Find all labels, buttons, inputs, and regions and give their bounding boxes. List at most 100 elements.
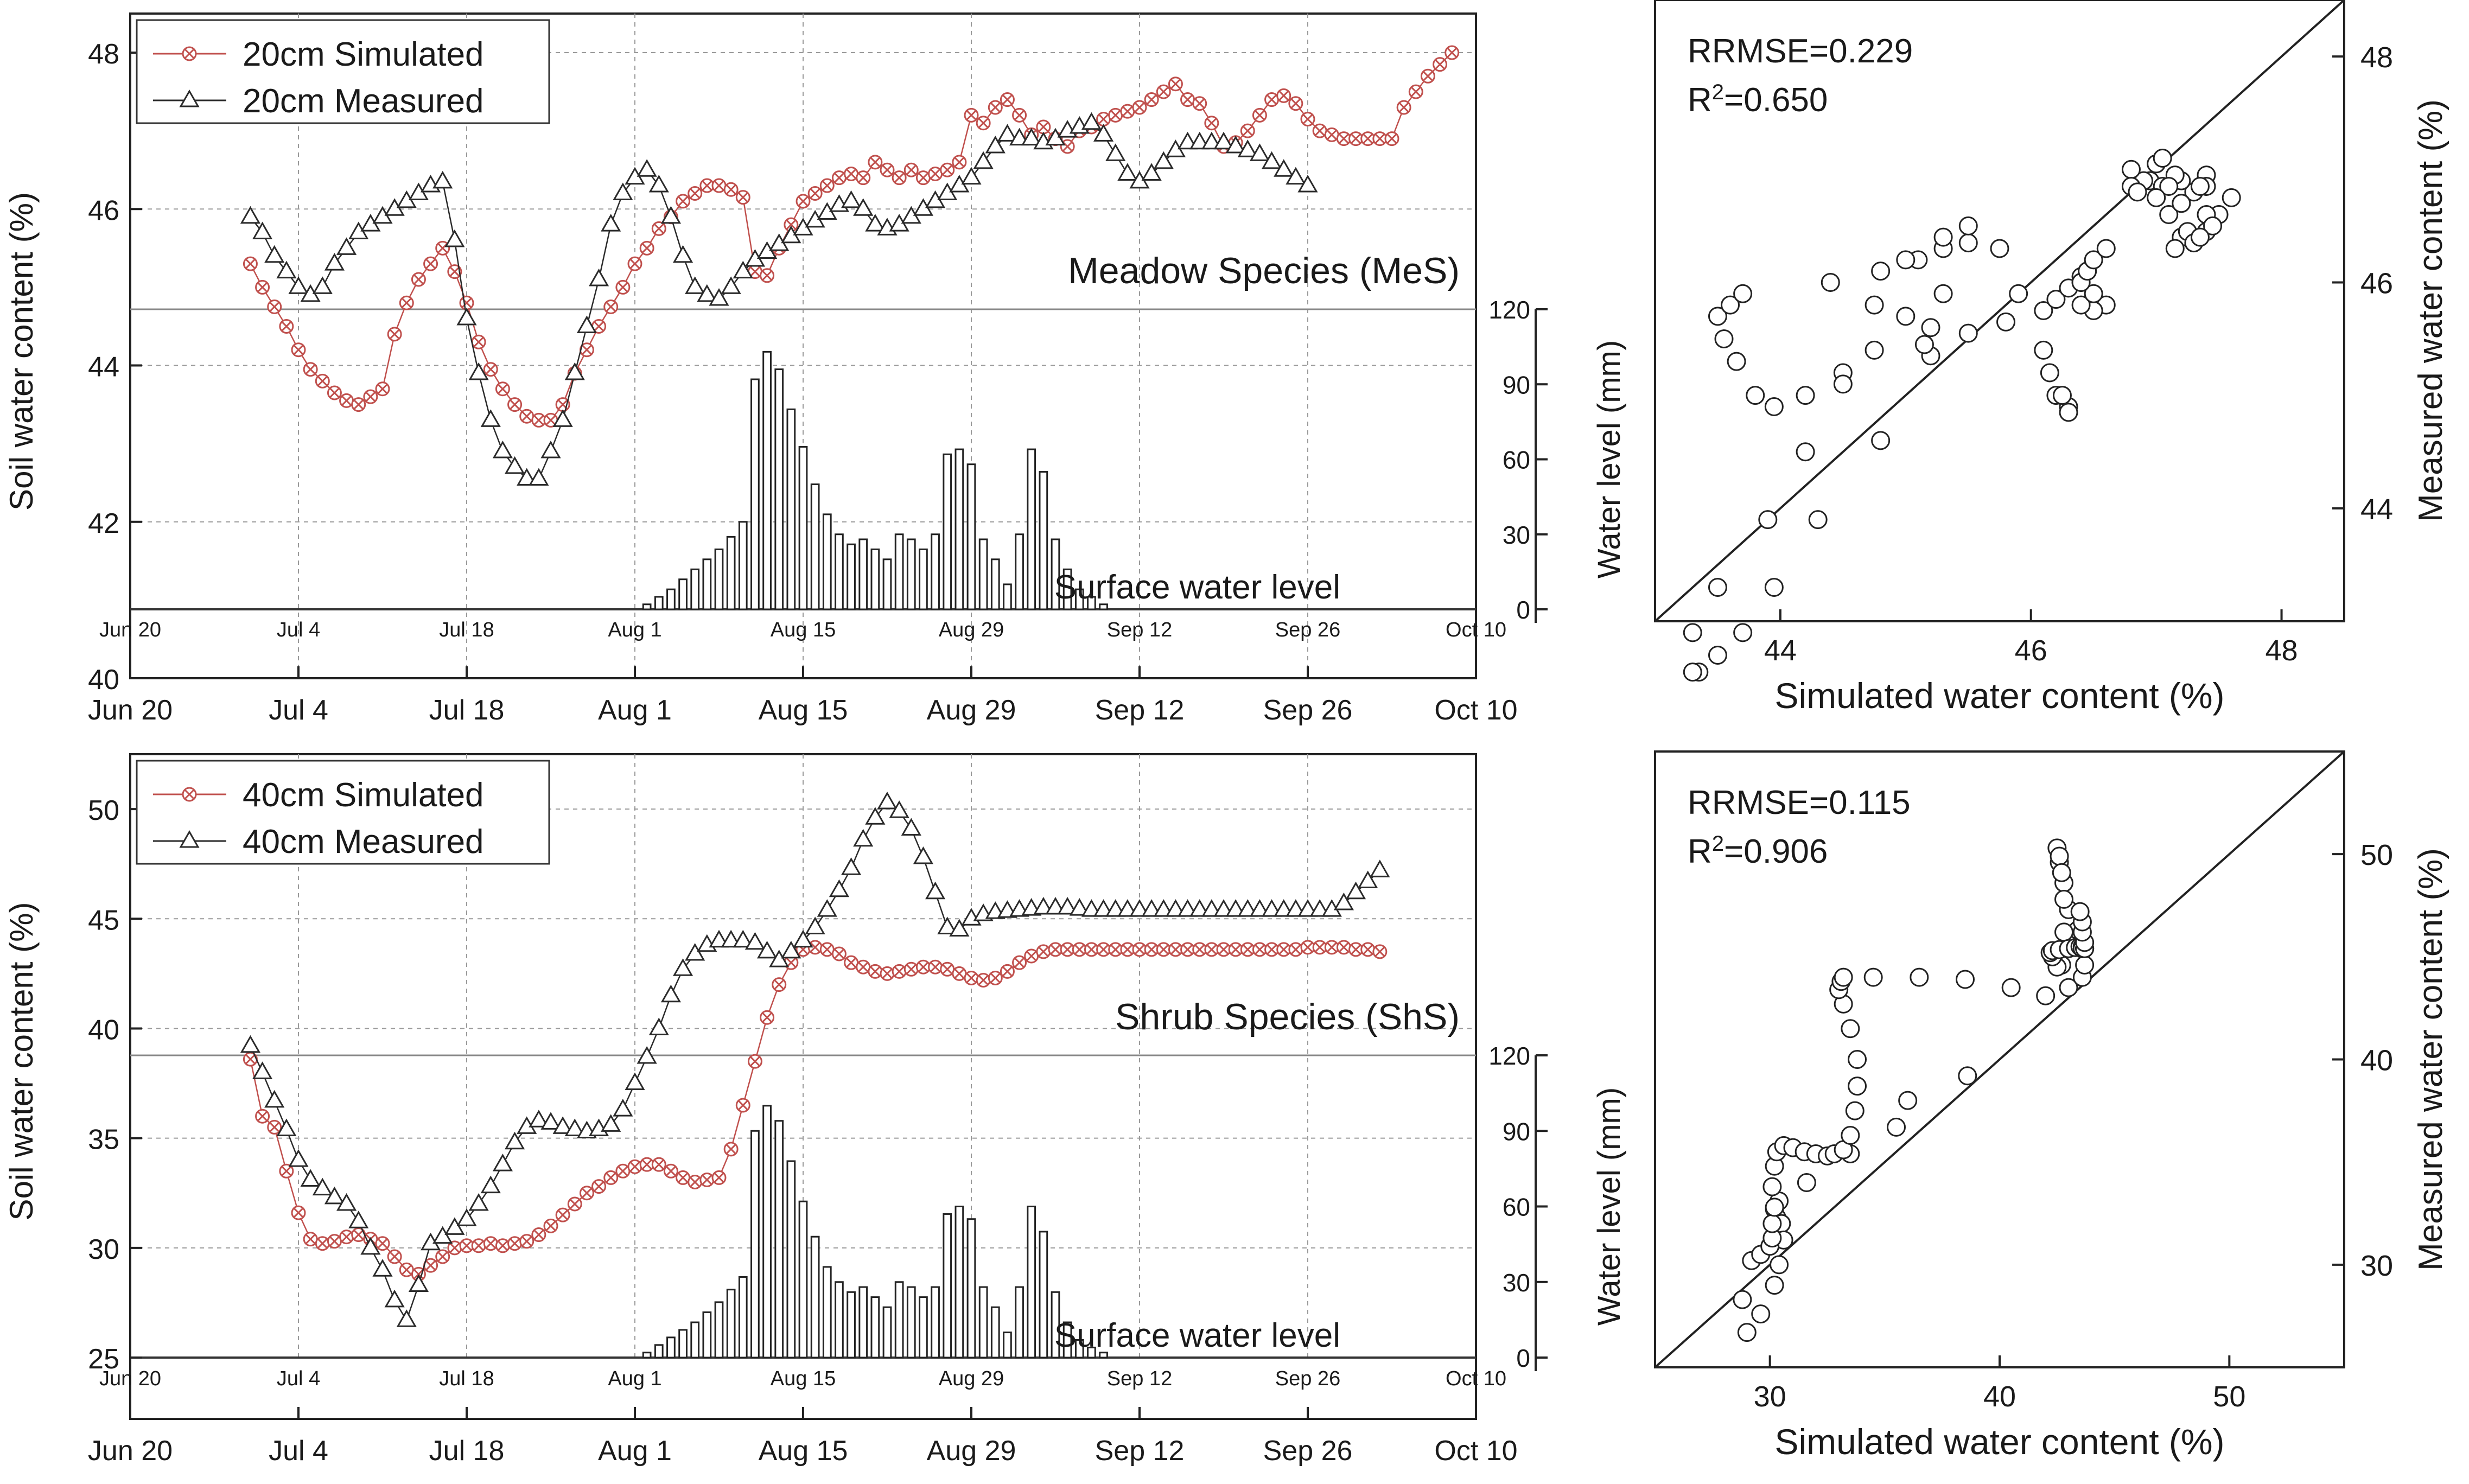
cross-circle-point xyxy=(459,295,474,310)
water-level-bar xyxy=(1051,1291,1060,1359)
x-tick-label: Sep 12 xyxy=(1095,1435,1185,1467)
cross-circle-point xyxy=(688,1175,703,1190)
inset-date-label: Sep 12 xyxy=(1107,1367,1172,1390)
triangle-point xyxy=(240,206,261,224)
water-level-bar xyxy=(1027,1206,1036,1359)
triangle-point xyxy=(312,276,333,294)
cross-circle-point xyxy=(279,319,294,334)
cross-circle-point xyxy=(1408,84,1423,99)
triangle-point xyxy=(660,206,682,224)
cross-circle-point xyxy=(915,959,931,975)
inset-date-label: Jul 18 xyxy=(439,1367,494,1390)
cross-circle-point xyxy=(772,977,787,992)
scatter-point xyxy=(1758,510,1778,530)
water-level-bar xyxy=(894,533,904,610)
triangle-point xyxy=(252,1061,273,1079)
triangle-point xyxy=(805,916,825,934)
cross-circle-point xyxy=(531,412,546,428)
cross-circle-point xyxy=(1324,127,1339,142)
cross-circle-point xyxy=(1300,112,1315,127)
cross-circle-point xyxy=(1204,942,1219,957)
triangle-point xyxy=(973,151,994,169)
water-level-bar xyxy=(714,548,724,610)
inset-date-label: Oct 10 xyxy=(1446,1367,1506,1390)
scatter-point xyxy=(2046,290,2066,309)
cross-circle-point xyxy=(651,221,666,236)
triangle-point xyxy=(997,124,1018,142)
cross-circle-point xyxy=(267,1119,282,1135)
scatter-point xyxy=(1762,1177,1782,1196)
water-level-bar xyxy=(943,453,952,610)
cross-circle-point xyxy=(1144,92,1159,107)
scatter-point xyxy=(1708,307,1727,326)
triangle-point xyxy=(1009,128,1030,146)
triangle-point xyxy=(648,175,669,193)
cross-circle-point xyxy=(1000,92,1015,107)
water-level-bar xyxy=(894,1281,904,1359)
cross-circle-point xyxy=(315,1236,330,1251)
cross-circle-point xyxy=(1156,942,1171,957)
scatter-point xyxy=(2121,160,2141,179)
scatter-point xyxy=(1796,442,1815,462)
cross-circle-point xyxy=(327,1234,342,1249)
cross-circle-point xyxy=(844,955,859,970)
water-tick-label: 120 xyxy=(1488,296,1530,324)
water-level-bar xyxy=(1003,583,1012,610)
triangle-point xyxy=(1333,892,1354,910)
scatter-point xyxy=(2172,194,2191,213)
cross-circle-point xyxy=(1384,131,1399,147)
triangle-point xyxy=(1261,899,1282,917)
triangle-point xyxy=(529,468,549,486)
scatter-point xyxy=(1764,397,1784,416)
scatter-point xyxy=(1841,1019,1860,1039)
triangle-point xyxy=(1286,899,1306,917)
cross-circle-point xyxy=(760,1010,775,1025)
triangle-point xyxy=(817,899,837,917)
scatter-point xyxy=(1896,250,1916,270)
cross-circle-point xyxy=(1312,123,1327,138)
triangle-point xyxy=(1345,881,1366,900)
triangle-point xyxy=(1105,143,1126,161)
cross-circle-point xyxy=(1336,131,1351,147)
scatter-point xyxy=(1737,1323,1757,1342)
water-level-bar xyxy=(1099,1352,1108,1359)
cross-circle-point xyxy=(639,240,654,256)
water-level-bar xyxy=(1039,471,1048,610)
scatter-point xyxy=(1796,386,1815,405)
cross-circle-point xyxy=(1096,942,1111,957)
water-level-bar xyxy=(1039,1231,1048,1359)
scatter-point xyxy=(1845,1101,1865,1120)
water-level-bar xyxy=(870,548,880,610)
legend-label: 20cm Measured xyxy=(243,82,484,120)
triangle-point xyxy=(264,245,285,263)
scatter-point xyxy=(1797,1173,1816,1192)
water-level-bar xyxy=(931,1286,940,1359)
x-axis-title: Simulated water content (%) xyxy=(1774,1422,2224,1462)
cross-circle-point xyxy=(1228,942,1243,957)
scatter-point xyxy=(2054,889,2074,909)
cross-circle-point xyxy=(1445,45,1460,60)
triangle-point xyxy=(1225,899,1246,917)
water-level-bar xyxy=(882,558,892,610)
inset-date-label: Sep 26 xyxy=(1275,1367,1340,1390)
panel-species-label: Meadow Species (MeS) xyxy=(1068,250,1460,291)
triangle-point xyxy=(672,958,693,976)
scatter-point xyxy=(1733,284,1753,303)
scatter-point xyxy=(1871,431,1891,450)
x-tick-label: Aug 29 xyxy=(927,1435,1016,1467)
triangle-point xyxy=(1093,899,1114,917)
x-tick-label: Sep 26 xyxy=(1263,695,1353,726)
water-level-bar xyxy=(798,445,808,610)
triangle-point xyxy=(288,276,309,294)
triangle-point xyxy=(781,940,801,959)
y-axis-title: Measured water content (%) xyxy=(2412,99,2449,522)
scatter-panel-1: 44 46 48 44 46 48 Simulated water content (%) M… xyxy=(1654,0,2449,716)
cross-circle-point xyxy=(1036,944,1051,959)
x-tick-label: Jul 18 xyxy=(429,1435,505,1467)
triangle-point xyxy=(1213,899,1234,917)
scatter-point xyxy=(1841,1125,1860,1145)
triangle-point xyxy=(1141,163,1162,181)
legend-triangle-icon xyxy=(179,89,200,107)
triangle-point xyxy=(672,245,693,263)
cross-circle-point xyxy=(1216,942,1231,957)
